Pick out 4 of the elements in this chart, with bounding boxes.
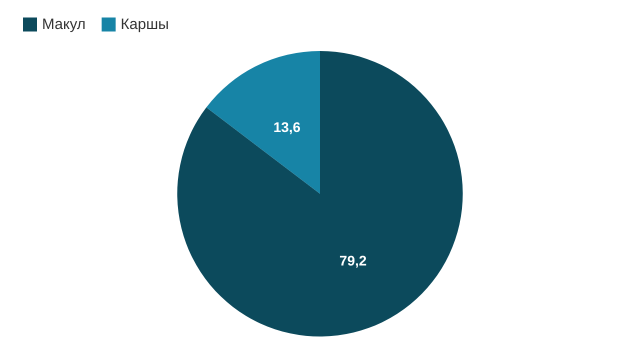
legend-label: Макул — [42, 16, 86, 33]
legend-label: Каршы — [120, 16, 169, 33]
data-label: 13,6 — [273, 119, 301, 136]
data-label: 79,2 — [339, 252, 367, 268]
